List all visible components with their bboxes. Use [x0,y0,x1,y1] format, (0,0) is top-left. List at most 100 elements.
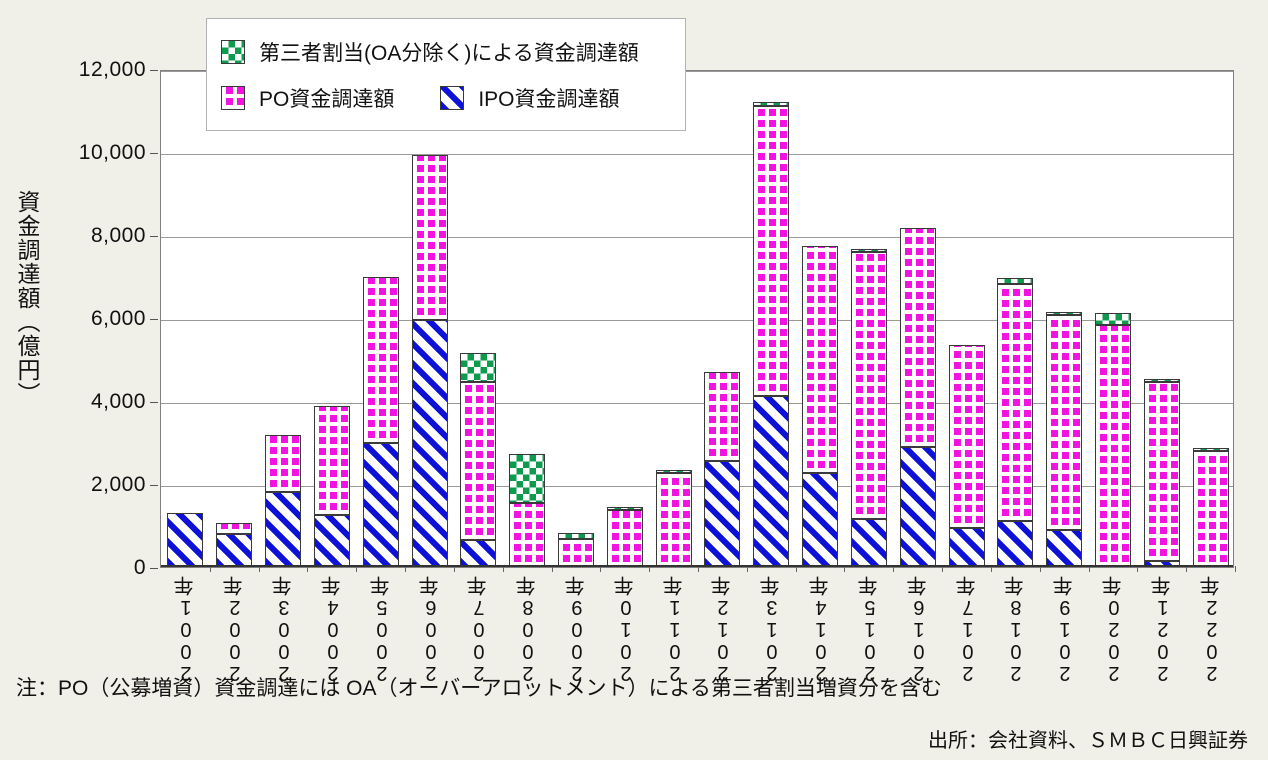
y-tick-mark [150,485,158,486]
bar-segment-po [362,276,399,443]
x-tick-mark [502,566,504,572]
x-tick-label: 2019年 [1054,576,1077,684]
y-tick-label: 8,000 [90,224,146,247]
x-tick-mark [893,566,895,572]
bar-segment-po [216,523,253,534]
bar-segment-ipo [997,520,1034,567]
bar-stack[interactable] [753,101,790,567]
x-tick-label: 2002年 [224,576,247,684]
y-axis: 0 2,000 4,000 6,000 8,000 10,000 12,000 [0,0,158,760]
x-tick-mark [1088,566,1090,572]
y-tick-label: 12,000 [78,58,146,81]
bar-stack[interactable] [313,406,350,567]
x-tick-mark [209,566,211,572]
x-tick-mark [405,566,407,572]
bar-stack[interactable] [704,372,741,567]
x-tick-mark [551,566,553,572]
footnote: 注：PO（公募増資）資金調達には OA（オーバーアロットメント）による第三者割当… [16,677,942,700]
bar-segment-po [802,246,839,473]
x-tick-mark [698,566,699,572]
bar-stack[interactable] [1094,313,1131,567]
gridline [161,71,1233,72]
bar-segment-tpa [1143,379,1180,383]
y-tick-mark [150,153,158,154]
bar-segment-tpa [509,453,546,503]
bar-segment-po [899,227,936,448]
x-tick-label: 2017年 [956,576,979,684]
y-tick-mark [150,568,158,569]
bar-segment-po [313,406,350,516]
x-tick-mark [990,566,992,572]
bar-segment-tpa [557,532,594,540]
bar-segment-po [606,509,643,567]
x-tick-label: 2006年 [419,576,442,684]
bar-stack[interactable] [655,469,692,567]
source-credit: 出所：会社資料、ＳＭＢＣ日興証券 [928,730,1248,752]
bar-stack[interactable] [899,227,936,567]
bar-segment-ipo [216,533,253,567]
bar-stack[interactable] [557,532,594,567]
legend-item-po: PO資金調達額 [221,83,394,113]
bar-stack[interactable] [265,435,302,567]
y-tick-label: 0 [133,556,146,579]
x-tick-mark [1137,566,1139,572]
x-tick-mark [649,566,651,572]
bar-segment-po [1046,314,1083,530]
bar-segment-po [753,106,790,396]
y-tick-mark [150,402,158,403]
x-tick-label: 2018年 [1005,576,1028,684]
x-tick-mark [453,566,455,572]
bar-segment-po [655,472,692,567]
bar-segment-tpa [753,101,790,107]
y-tick-label: 10,000 [78,141,146,164]
bars-layer [161,71,1236,572]
bar-stack[interactable] [509,453,546,567]
bar-stack[interactable] [362,276,399,567]
bar-stack[interactable] [606,506,643,567]
bar-stack[interactable] [167,513,204,567]
bar-segment-tpa [997,278,1034,284]
bar-segment-po [557,539,594,567]
bar-stack[interactable] [411,154,448,567]
bar-segment-po [1143,382,1180,561]
bar-segment-po [265,435,302,493]
x-tick-mark [258,566,260,572]
gridline [161,237,1233,238]
bar-segment-tpa [1046,311,1083,315]
x-axis-line [161,565,1233,567]
y-tick-mark [150,236,158,237]
x-tick-label: 2022年 [1200,576,1223,684]
x-tick-mark [600,566,602,572]
bar-stack[interactable] [1143,379,1180,567]
bar-stack[interactable] [216,523,253,567]
x-tick-label: 2007年 [468,576,491,684]
x-tick-mark [1186,566,1188,572]
bar-stack[interactable] [997,278,1034,567]
bar-segment-ipo [753,395,790,567]
x-tick-mark [307,566,309,572]
bar-segment-ipo [704,460,741,567]
bar-stack[interactable] [802,246,839,567]
bar-segment-tpa [655,469,692,473]
chart-legend: 第三者割当(OA分除く)による資金調達額 PO資金調達額 IPO資金調達額 [206,18,686,131]
bar-segment-ipo [1046,529,1083,567]
y-axis-title: 資金調達額（億円） [14,190,40,406]
bar-segment-tpa [460,353,497,383]
bar-stack[interactable] [948,345,985,567]
x-tick-label: 2020年 [1102,576,1125,684]
bar-stack[interactable] [1192,447,1229,567]
x-tick-label: 2005年 [370,576,393,684]
bar-segment-ipo [802,472,839,567]
x-tick-label: 2021年 [1151,576,1174,684]
x-tick-mark [746,566,748,572]
gridline [161,486,1233,487]
x-tick-mark [795,566,797,572]
x-tick-label: 2004年 [321,576,344,684]
bar-stack[interactable] [460,353,497,567]
x-tick-mark [356,566,358,572]
bar-stack[interactable] [850,248,887,567]
gridline [161,403,1233,404]
bar-segment-po [1192,450,1229,567]
bar-stack[interactable] [1046,311,1083,567]
